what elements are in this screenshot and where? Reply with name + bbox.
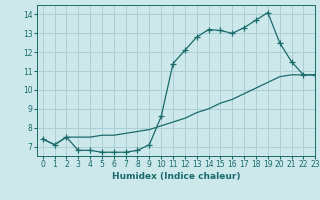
X-axis label: Humidex (Indice chaleur): Humidex (Indice chaleur)	[112, 172, 240, 181]
